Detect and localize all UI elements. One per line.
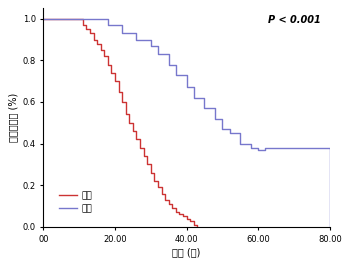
여자 [156,52,160,56]
여자 [238,142,243,145]
여자 [102,17,106,20]
여자 [263,146,267,149]
여자 [149,38,153,41]
여자 [220,117,224,120]
여자 [256,146,260,149]
여자 [292,146,296,149]
여자 [184,86,189,89]
여자 [213,117,217,120]
여자 [134,32,139,35]
여자 [106,17,110,20]
낙자 [99,42,103,45]
Y-axis label: 신장정존율 (%): 신장정존율 (%) [8,93,18,142]
여자 [228,132,232,135]
여자 [167,52,171,56]
여자 [274,146,278,149]
낙자 [41,17,46,20]
여자 [263,148,267,151]
여자 [184,73,189,77]
Line: 여자: 여자 [43,19,330,227]
여자 [321,146,325,149]
여자 [41,17,46,20]
여자 [192,96,196,99]
여자 [249,142,253,145]
Legend: 낙자, 여자: 낙자, 여자 [60,191,93,214]
여자 [310,146,314,149]
여자 [292,146,296,149]
여자 [238,132,243,135]
여자 [156,44,160,47]
여자 [310,146,314,149]
여자 [120,23,124,27]
낙자 [91,32,96,35]
Line: 낙자: 낙자 [43,19,197,227]
여자 [213,107,217,110]
여자 [249,146,253,149]
여자 [202,96,206,99]
여자 [274,146,278,149]
여자 [174,73,178,77]
여자 [102,17,106,20]
낙자 [117,80,121,83]
여자 [321,146,325,149]
여자 [202,107,206,110]
여자 [192,86,196,89]
낙자 [84,23,89,27]
여자 [220,127,224,131]
여자 [174,63,178,66]
X-axis label: 나이 (세): 나이 (세) [173,248,201,258]
여자 [328,146,332,149]
여자 [106,23,110,27]
낙자 [145,155,149,158]
여자 [167,63,171,66]
여자 [134,38,139,41]
Text: P < 0.001: P < 0.001 [268,15,321,25]
낙자 [113,80,117,83]
여자 [328,225,332,228]
낙자 [195,225,199,228]
여자 [120,32,124,35]
여자 [256,148,260,151]
여자 [228,127,232,131]
여자 [149,44,153,47]
